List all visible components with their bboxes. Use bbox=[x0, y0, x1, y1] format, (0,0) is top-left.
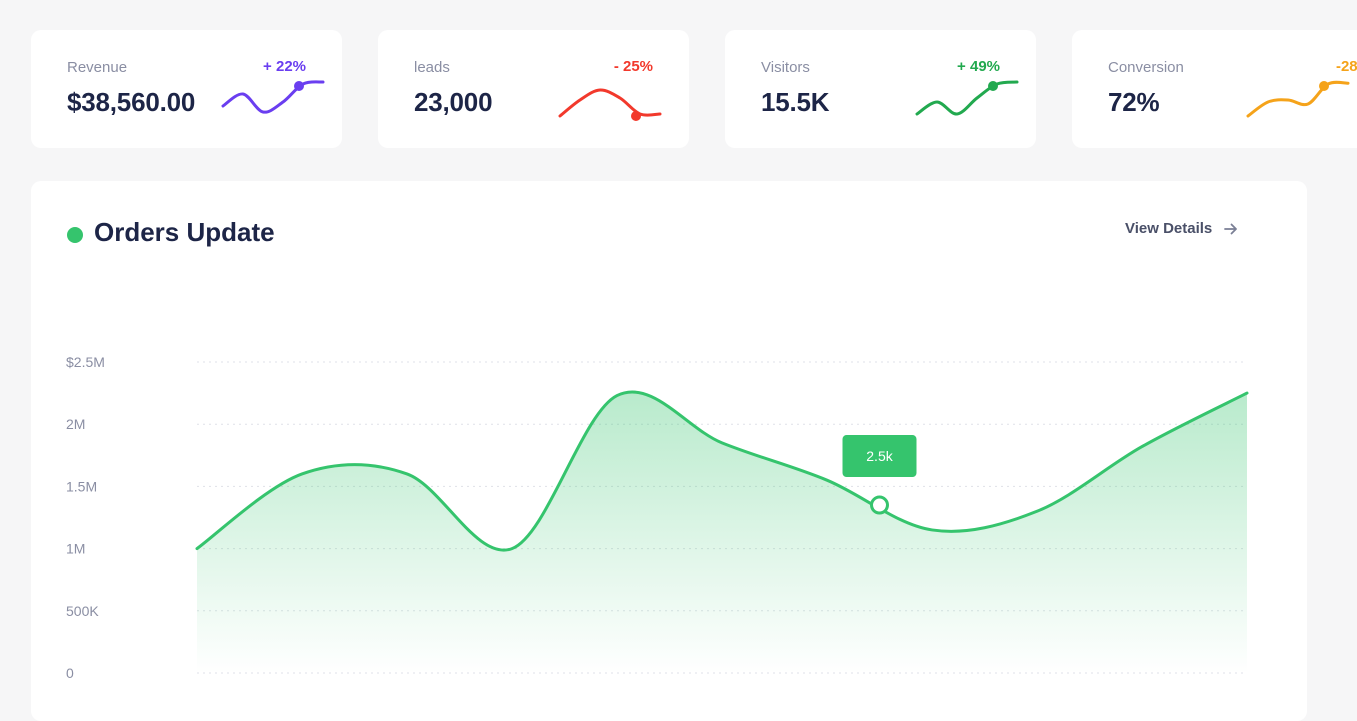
stat-card-visitors: Visitors 15.5K + 49% bbox=[725, 30, 1036, 148]
stat-card-leads: leads 23,000 - 25% bbox=[378, 30, 689, 148]
panel-title: Orders Update bbox=[94, 217, 275, 247]
tooltip-label: 2.5k bbox=[866, 448, 893, 464]
y-tick-label: 2M bbox=[66, 416, 85, 432]
sparkline-marker bbox=[988, 81, 998, 91]
sparkline-chart bbox=[221, 80, 325, 114]
orders-area-chart: $2.5M 2M 1.5M 1M 500K 0 2.5k bbox=[66, 354, 1249, 681]
stat-card-conversion: Conversion 72% -28% bbox=[1072, 30, 1357, 148]
orders-update-panel: Orders Update View Details $2.5M 2M 1.5M 1M… bbox=[31, 181, 1307, 721]
y-tick-label: $2.5M bbox=[66, 354, 105, 370]
highlight-marker[interactable] bbox=[870, 495, 889, 515]
sparkline-chart bbox=[1246, 80, 1350, 118]
stat-value: $38,560.00 bbox=[67, 87, 196, 117]
stat-label: Visitors bbox=[761, 59, 810, 76]
y-tick-label: 500K bbox=[66, 603, 99, 619]
view-details-link[interactable]: View Details bbox=[1125, 220, 1238, 237]
sparkline-line bbox=[1246, 80, 1350, 118]
y-tick-label: 1.5M bbox=[66, 478, 97, 494]
sparkline-marker bbox=[1319, 81, 1329, 91]
stat-delta: + 22% bbox=[263, 58, 306, 75]
tooltip-box bbox=[842, 435, 917, 478]
stat-value: 23,000 bbox=[414, 87, 493, 117]
stat-delta: - 25% bbox=[613, 58, 653, 75]
arrow-right-icon bbox=[1224, 223, 1238, 235]
stat-label: leads bbox=[414, 59, 450, 76]
y-tick-label: 1M bbox=[66, 541, 85, 557]
stat-card-revenue: Revenue $38,560.00 + 22% bbox=[31, 30, 342, 148]
stat-delta: -28% bbox=[1335, 58, 1357, 75]
stat-value: 72% bbox=[1108, 87, 1160, 117]
stat-delta: + 49% bbox=[957, 58, 1000, 75]
area-fill bbox=[197, 391, 1247, 673]
series-line bbox=[195, 390, 1249, 552]
sparkline-line bbox=[221, 80, 325, 114]
sparkline-line bbox=[558, 88, 662, 118]
sparkline-chart bbox=[915, 80, 1019, 116]
view-details-label: View Details bbox=[1125, 220, 1213, 237]
sparkline-chart bbox=[558, 88, 662, 121]
sparkline-marker bbox=[631, 111, 641, 121]
status-dot bbox=[67, 227, 83, 243]
sparkline-line bbox=[915, 80, 1019, 116]
stat-value: 15.5K bbox=[761, 87, 830, 117]
stat-label: Revenue bbox=[67, 59, 128, 76]
y-tick-label: 0 bbox=[66, 665, 74, 681]
sparkline-marker bbox=[294, 81, 304, 91]
stat-label: Conversion bbox=[1108, 59, 1184, 76]
